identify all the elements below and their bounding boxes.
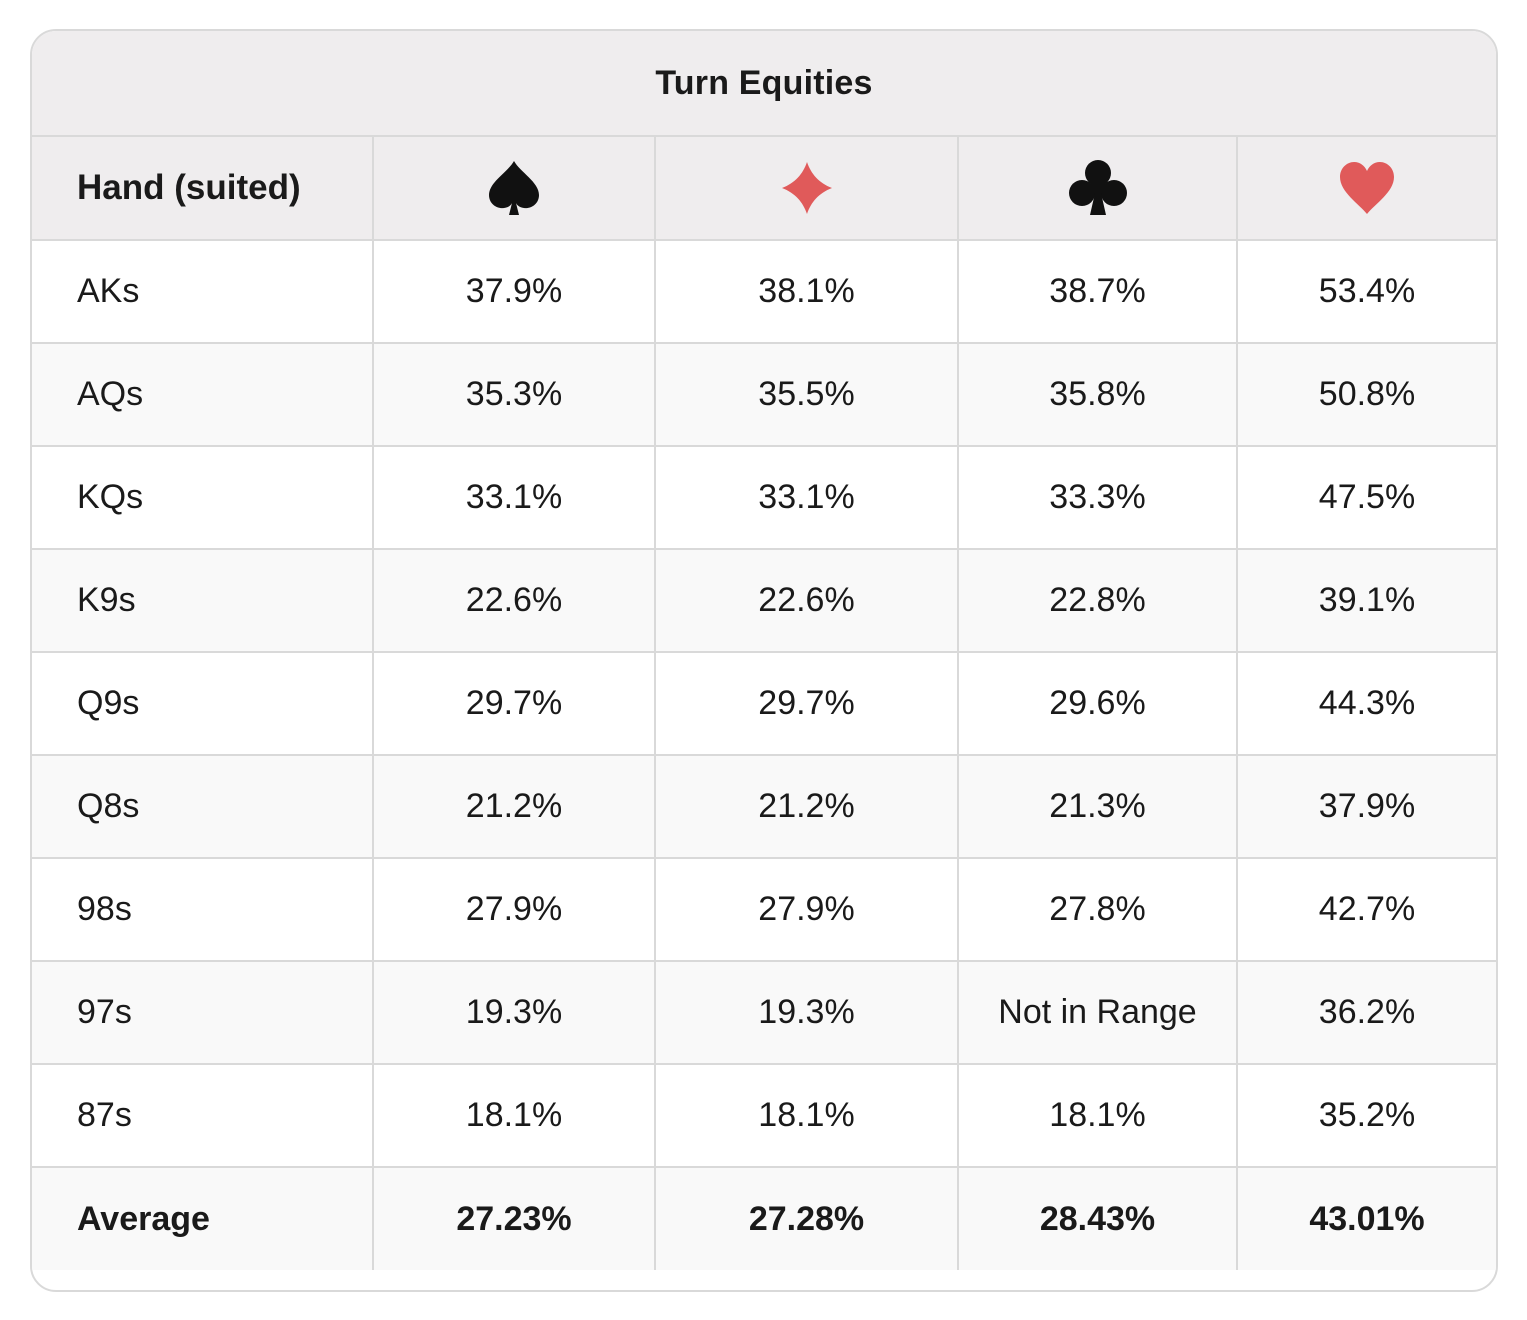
spade-column-header: [373, 137, 656, 241]
diamond-equity-cell: 19.3%: [655, 961, 959, 1065]
table-row: K9s 22.6% 22.6% 22.8% 39.1%: [32, 549, 1496, 653]
equity-table-card: Turn Equities Hand (suited): [30, 29, 1498, 1292]
average-label: Average: [32, 1167, 374, 1270]
hand-cell: K9s: [32, 549, 374, 653]
spade-equity-cell: 37.9%: [373, 240, 656, 344]
table-row: Q8s 21.2% 21.2% 21.3% 37.9%: [32, 755, 1496, 859]
diamond-average-cell: 27.28%: [655, 1167, 959, 1270]
club-equity-cell: 35.8%: [958, 343, 1238, 447]
club-equity-cell: 22.8%: [958, 549, 1238, 653]
diamond-equity-cell: 22.6%: [655, 549, 959, 653]
club-equity-cell: 38.7%: [958, 240, 1238, 344]
spade-equity-cell: 27.9%: [373, 858, 656, 962]
hand-cell: AKs: [32, 240, 374, 344]
header-row: Hand (suited): [32, 137, 1496, 241]
heart-equity-cell: 47.5%: [1237, 446, 1496, 550]
club-column-header: [958, 137, 1238, 241]
heart-equity-cell: 42.7%: [1237, 858, 1496, 962]
spade-equity-cell: 21.2%: [373, 755, 656, 859]
diamond-column-header: [655, 137, 959, 241]
diamond-equity-cell: 33.1%: [655, 446, 959, 550]
heart-equity-cell: 39.1%: [1237, 549, 1496, 653]
heart-average-cell: 43.01%: [1237, 1167, 1496, 1270]
spade-icon: [489, 161, 539, 215]
table-title: Turn Equities: [32, 31, 1496, 137]
heart-equity-cell: 50.8%: [1237, 343, 1496, 447]
heart-equity-cell: 53.4%: [1237, 240, 1496, 344]
spade-average-cell: 27.23%: [373, 1167, 656, 1270]
club-equity-cell: 18.1%: [958, 1064, 1238, 1168]
heart-column-header: [1237, 137, 1496, 241]
hand-cell: Q9s: [32, 652, 374, 756]
table-row: 98s 27.9% 27.9% 27.8% 42.7%: [32, 858, 1496, 962]
diamond-icon: [781, 162, 832, 214]
club-equity-cell: Not in Range: [958, 961, 1238, 1065]
diamond-equity-cell: 38.1%: [655, 240, 959, 344]
table-row: 87s 18.1% 18.1% 18.1% 35.2%: [32, 1064, 1496, 1168]
spade-equity-cell: 19.3%: [373, 961, 656, 1065]
spade-equity-cell: 22.6%: [373, 549, 656, 653]
spade-equity-cell: 35.3%: [373, 343, 656, 447]
diamond-equity-cell: 27.9%: [655, 858, 959, 962]
club-equity-cell: 21.3%: [958, 755, 1238, 859]
club-equity-cell: 33.3%: [958, 446, 1238, 550]
club-equity-cell: 27.8%: [958, 858, 1238, 962]
hand-column-header: Hand (suited): [32, 137, 374, 241]
diamond-equity-cell: 29.7%: [655, 652, 959, 756]
table-row: Q9s 29.7% 29.7% 29.6% 44.3%: [32, 652, 1496, 756]
diamond-equity-cell: 18.1%: [655, 1064, 959, 1168]
hand-cell: Q8s: [32, 755, 374, 859]
average-row: Average 27.23% 27.28% 28.43% 43.01%: [32, 1167, 1496, 1270]
heart-equity-cell: 36.2%: [1237, 961, 1496, 1065]
table-row: AKs 37.9% 38.1% 38.7% 53.4%: [32, 240, 1496, 344]
table-row: 97s 19.3% 19.3% Not in Range 36.2%: [32, 961, 1496, 1065]
heart-equity-cell: 44.3%: [1237, 652, 1496, 756]
spade-equity-cell: 33.1%: [373, 446, 656, 550]
hand-cell: KQs: [32, 446, 374, 550]
diamond-equity-cell: 21.2%: [655, 755, 959, 859]
diamond-equity-cell: 35.5%: [655, 343, 959, 447]
hand-cell: 97s: [32, 961, 374, 1065]
heart-equity-cell: 37.9%: [1237, 755, 1496, 859]
hand-cell: AQs: [32, 343, 374, 447]
heart-icon: [1340, 162, 1394, 214]
heart-equity-cell: 35.2%: [1237, 1064, 1496, 1168]
club-equity-cell: 29.6%: [958, 652, 1238, 756]
hand-cell: 98s: [32, 858, 374, 962]
equity-table: Hand (suited): [32, 137, 1496, 1270]
hand-cell: 87s: [32, 1064, 374, 1168]
spade-equity-cell: 29.7%: [373, 652, 656, 756]
club-average-cell: 28.43%: [958, 1167, 1238, 1270]
spade-equity-cell: 18.1%: [373, 1064, 656, 1168]
club-icon: [1068, 160, 1127, 215]
table-row: KQs 33.1% 33.1% 33.3% 47.5%: [32, 446, 1496, 550]
table-row: AQs 35.3% 35.5% 35.8% 50.8%: [32, 343, 1496, 447]
